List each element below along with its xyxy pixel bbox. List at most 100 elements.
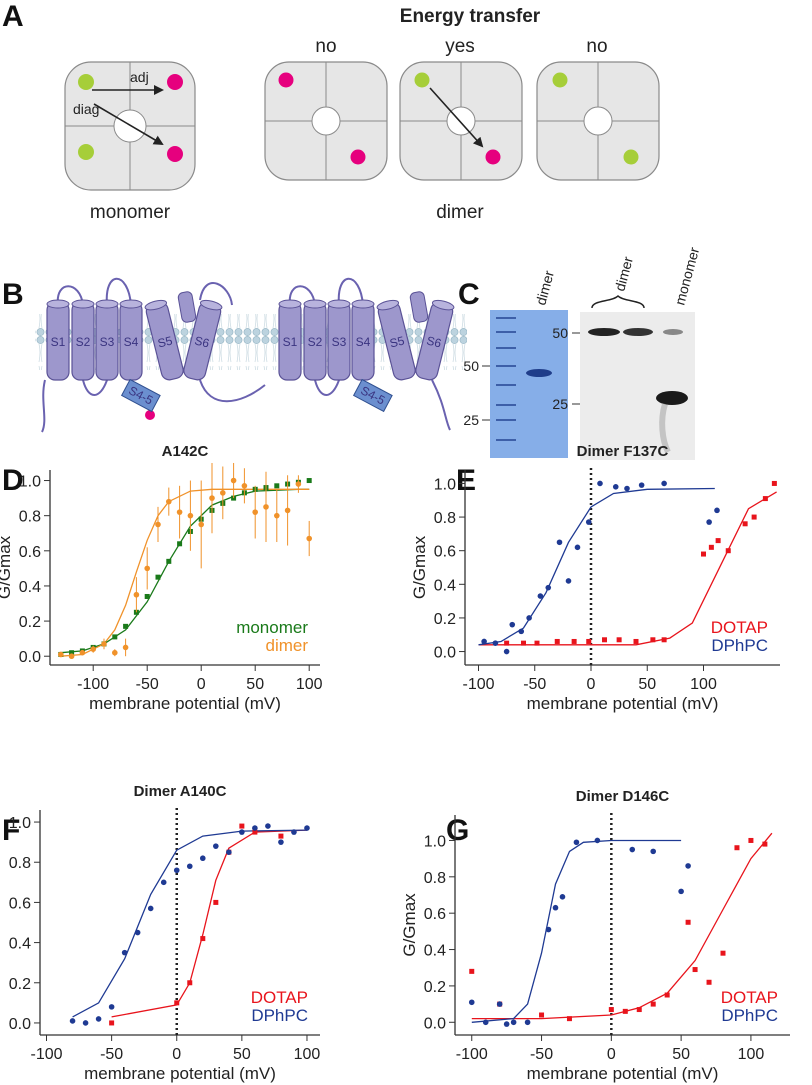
short-helix (409, 291, 429, 323)
y-tick-label: 0.8 (9, 855, 31, 872)
point (284, 507, 291, 514)
x-tick-label: 100 (738, 1046, 765, 1063)
point (95, 1016, 102, 1022)
legend-entry: DOTAP (711, 618, 768, 637)
marker: 50 (463, 358, 479, 374)
x-axis-label: membrane potential (mV) (527, 694, 719, 713)
point (220, 490, 226, 496)
x-tick-label: -100 (456, 1046, 488, 1063)
point (174, 1000, 180, 1006)
point (58, 651, 64, 658)
point (101, 641, 107, 647)
helix-top (199, 299, 223, 311)
loops (41, 277, 451, 433)
point (594, 837, 601, 844)
segment-label: S5 (388, 333, 406, 350)
point (144, 565, 150, 572)
point (252, 509, 258, 515)
label-site (145, 410, 155, 420)
helix-top (71, 299, 95, 309)
point (539, 1012, 545, 1018)
helix-top (327, 299, 351, 309)
point (597, 480, 603, 487)
point (616, 637, 622, 643)
point (762, 496, 768, 502)
point (492, 640, 499, 646)
point (534, 640, 540, 646)
panel-label: D (2, 464, 24, 497)
x-axis-label: membrane potential (mV) (89, 694, 281, 713)
x-tick-label: -100 (462, 676, 494, 693)
ladder (496, 317, 516, 441)
arrow-label: adj (130, 69, 149, 85)
y-axis-label: G/Gmax (410, 535, 429, 599)
y-tick-label: 1.0 (434, 476, 456, 493)
point (678, 888, 684, 895)
helix: S5 (144, 299, 184, 381)
fit-line (478, 487, 715, 646)
band (588, 328, 620, 336)
segment-label: S6 (425, 333, 443, 350)
point (252, 825, 258, 831)
point (571, 638, 577, 644)
fit-line (478, 491, 777, 646)
point (664, 992, 670, 998)
helix-top (119, 299, 143, 309)
helix: S4 (351, 299, 375, 381)
point (706, 519, 712, 525)
point (186, 863, 193, 870)
point (123, 623, 129, 629)
point (147, 905, 154, 912)
chart-title: Dimer A140C (134, 783, 227, 800)
point (112, 634, 118, 640)
point (108, 1004, 115, 1010)
y-axis-label: G/Gmax (0, 890, 4, 954)
x-axis-label: membrane potential (mV) (84, 1064, 276, 1083)
helix: S2 (303, 299, 327, 381)
y-tick-label: 0.4 (19, 579, 41, 596)
point (230, 477, 237, 484)
helix: S3 (327, 299, 351, 381)
point (252, 829, 258, 835)
y-tick-label: 0.0 (424, 1015, 446, 1032)
point (295, 481, 302, 487)
y-tick-label: 0.2 (424, 979, 446, 996)
caption: monomer (90, 202, 171, 223)
point (633, 638, 639, 644)
point (573, 839, 580, 846)
point (706, 979, 712, 985)
point (239, 829, 245, 835)
point (545, 584, 552, 591)
legend-entry: DPhPC (711, 636, 768, 655)
x-tick-label: -50 (100, 1046, 123, 1063)
point (708, 544, 714, 550)
panel-a: Energy transfer no yes no adj diag (64, 6, 660, 223)
point (661, 637, 667, 643)
point (213, 843, 219, 849)
point (68, 653, 75, 660)
helix: S1 (278, 299, 302, 381)
point (160, 879, 167, 886)
point (209, 495, 215, 501)
point (200, 936, 206, 942)
chart-title: Dimer F137C (577, 443, 669, 460)
point (481, 638, 487, 645)
panel-label: E (456, 464, 476, 497)
point (69, 1018, 76, 1024)
outcome: yes (445, 36, 475, 57)
segment-label: S5 (156, 333, 174, 350)
x-tick-label: 100 (296, 676, 323, 693)
y-tick-label: 0.2 (9, 976, 31, 993)
point (509, 621, 516, 628)
helix-top (376, 299, 400, 311)
point (554, 638, 560, 644)
blot (580, 312, 695, 460)
x-tick-label: 0 (197, 676, 206, 693)
helix-top (95, 299, 119, 309)
fit-line (471, 839, 682, 1023)
point (69, 650, 75, 656)
y-tick-label: 0.4 (424, 943, 446, 960)
point (602, 637, 607, 643)
legend-entry: monomer (236, 618, 308, 637)
y-tick-label: 0.8 (434, 510, 456, 527)
